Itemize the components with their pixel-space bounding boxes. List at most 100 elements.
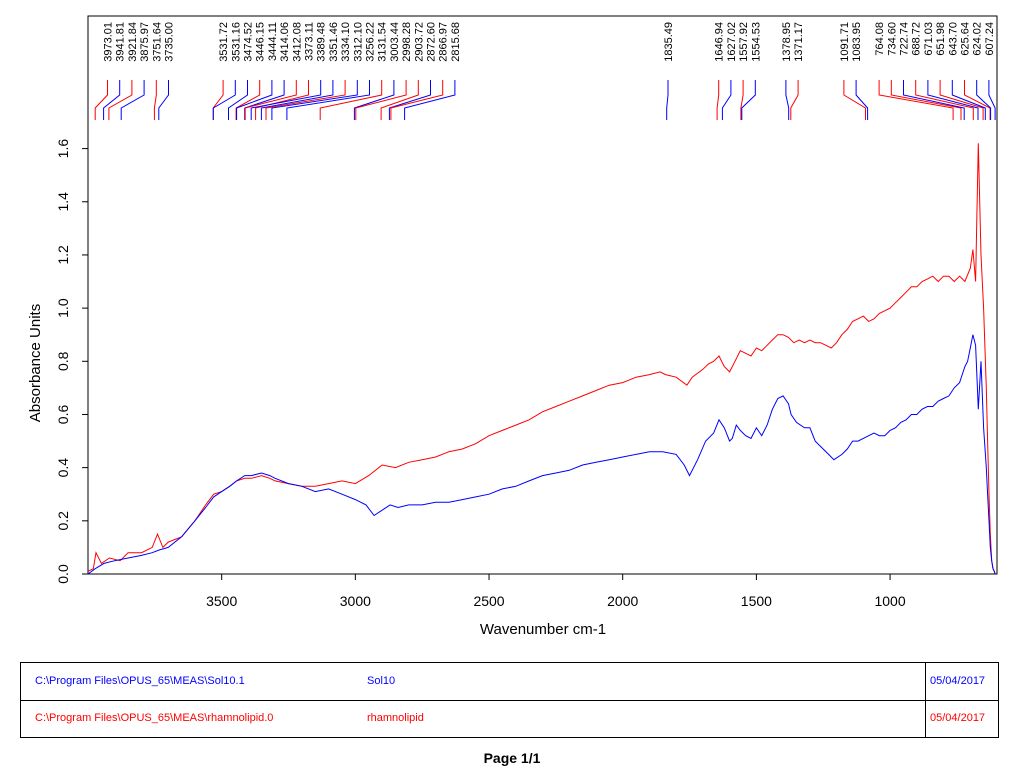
peak-annotations: 3973.01 3941.81 3921.84 3875.97 3751.64 3735.… — [94, 22, 996, 120]
peak-label: 688.72 — [911, 22, 923, 56]
peak-leader-line — [260, 80, 334, 120]
peak-leader-line — [355, 80, 407, 120]
peak-leader-line — [94, 80, 108, 120]
peak-leader-line — [212, 80, 224, 120]
peak-leader-line — [721, 80, 732, 120]
peak-leader-line — [319, 80, 383, 120]
peak-label: 3875.97 — [139, 22, 151, 62]
y-tick-label: 0.4 — [55, 458, 71, 478]
peak-leader-line — [716, 80, 720, 120]
peak-label: 734.60 — [886, 22, 898, 56]
legend-table: C:\Program Files\OPUS_65\MEAS\Sol10.1 So… — [20, 662, 999, 738]
peak-label: 1554.53 — [750, 22, 762, 62]
peak-label: 1371.17 — [793, 22, 805, 62]
peak-label: 671.03 — [923, 22, 935, 56]
peak-label: 3973.01 — [103, 22, 115, 62]
legend-date: 05/04/2017 — [925, 700, 998, 737]
axes: 3500 3000 2500 2000 1500 1000 0.0 0.2 0.4 0.6 0.8 1… — [55, 15, 998, 609]
peak-leader-line — [927, 80, 979, 120]
x-tick-label: 1000 — [874, 593, 905, 609]
spectrum-series — [87, 143, 996, 575]
x-tick-label: 2000 — [607, 593, 638, 609]
peak-label: 2866.97 — [438, 22, 450, 62]
peak-label: 3751.64 — [151, 22, 163, 62]
peak-leader-line — [255, 80, 309, 120]
y-axis-label: Absorbance Units — [27, 304, 44, 422]
legend-file-path: C:\Program Files\OPUS_65\MEAS\rhamnolipi… — [35, 712, 274, 724]
peak-leader-line — [212, 80, 236, 120]
peak-leader-line — [250, 80, 322, 120]
plot-frame — [87, 15, 998, 575]
peak-leader-line — [153, 80, 157, 120]
peak-label: 1378.95 — [781, 22, 793, 62]
peak-leader-line — [790, 80, 799, 120]
peak-leader-line — [236, 80, 273, 120]
peak-leader-line — [103, 80, 121, 120]
peak-leader-line — [855, 80, 869, 120]
series-sol10-line — [87, 334, 996, 575]
peak-label: 722.74 — [899, 22, 911, 56]
peak-label: 625.64 — [960, 22, 972, 56]
peak-label: 1557.92 — [738, 22, 750, 62]
peak-leader-line — [988, 80, 996, 120]
peak-leader-line — [740, 80, 744, 120]
peak-label: 3531.16 — [230, 22, 242, 62]
peak-label: 3334.10 — [340, 22, 352, 62]
peak-label: 1646.94 — [714, 22, 726, 62]
y-tick-label: 0.2 — [55, 511, 71, 531]
peak-label: 1627.02 — [726, 22, 738, 62]
peak-leader-line — [108, 80, 133, 120]
x-axis-label: Wavenumber cm-1 — [480, 621, 606, 638]
peak-label: 3735.00 — [164, 22, 176, 62]
peak-label: 2815.68 — [450, 22, 462, 62]
peak-label: 3921.84 — [127, 22, 139, 62]
peak-label: 1835.49 — [663, 22, 675, 62]
legend-sample-name: rhamnolipid — [367, 712, 424, 724]
peak-label: 3312.10 — [352, 22, 364, 62]
legend-row-sol10: C:\Program Files\OPUS_65\MEAS\Sol10.1 So… — [21, 663, 998, 701]
peak-label: 624.02 — [972, 22, 984, 56]
peak-label: 3412.08 — [291, 22, 303, 62]
legend-row-rhamnolipid: C:\Program Files\OPUS_65\MEAS\rhamnolipi… — [21, 700, 998, 737]
peak-leader-line — [158, 80, 169, 120]
peak-label: 3131.54 — [377, 22, 389, 62]
peak-leader-line — [380, 80, 419, 120]
x-tick-label: 2500 — [473, 593, 504, 609]
peak-leader-line — [843, 80, 866, 120]
y-tick-label: 0.0 — [55, 564, 71, 584]
y-tick-label: 1.4 — [55, 192, 71, 212]
page-number: Page 1/1 — [483, 750, 541, 766]
series-rhamnolipid-line — [87, 143, 996, 575]
peak-label: 1091.71 — [839, 22, 851, 62]
peak-label: 3444.11 — [267, 22, 279, 61]
peak-label: 651.98 — [935, 22, 947, 56]
legend-sample-name: Sol10 — [367, 675, 396, 687]
ir-spectrum-chart: 3500 3000 2500 2000 1500 1000 0.0 0.2 0.4 0.6 0.8 1… — [27, 15, 998, 638]
peak-label: 3446.15 — [255, 22, 267, 62]
peak-leader-line — [404, 80, 456, 120]
y-tick-label: 1.2 — [55, 245, 71, 265]
peak-leader-line — [915, 80, 974, 120]
peak-leader-line — [976, 80, 992, 120]
peak-leader-line — [951, 80, 986, 120]
peak-leader-line — [228, 80, 248, 120]
x-tick-label: 3000 — [340, 593, 371, 609]
peak-label: 3474.52 — [243, 22, 255, 62]
peak-leader-line — [286, 80, 370, 120]
peak-label: 2903.72 — [413, 22, 425, 62]
legend-date: 05/04/2017 — [925, 663, 998, 700]
peak-label: 607.24 — [984, 22, 996, 56]
y-tick-label: 0.6 — [55, 405, 71, 425]
peak-leader-line — [120, 80, 145, 120]
y-tick-label: 0.8 — [55, 351, 71, 371]
peak-label: 3941.81 — [115, 22, 127, 62]
peak-label: 3003.44 — [389, 22, 401, 62]
peak-leader-line — [265, 80, 346, 120]
peak-leader-line — [666, 80, 669, 120]
peak-leader-line — [890, 80, 962, 120]
peak-leader-line — [353, 80, 395, 120]
peak-label: 3414.06 — [279, 22, 291, 62]
peak-leader-line — [388, 80, 431, 120]
peak-label: 2998.28 — [401, 22, 413, 62]
peak-label: 1083.95 — [851, 22, 863, 62]
